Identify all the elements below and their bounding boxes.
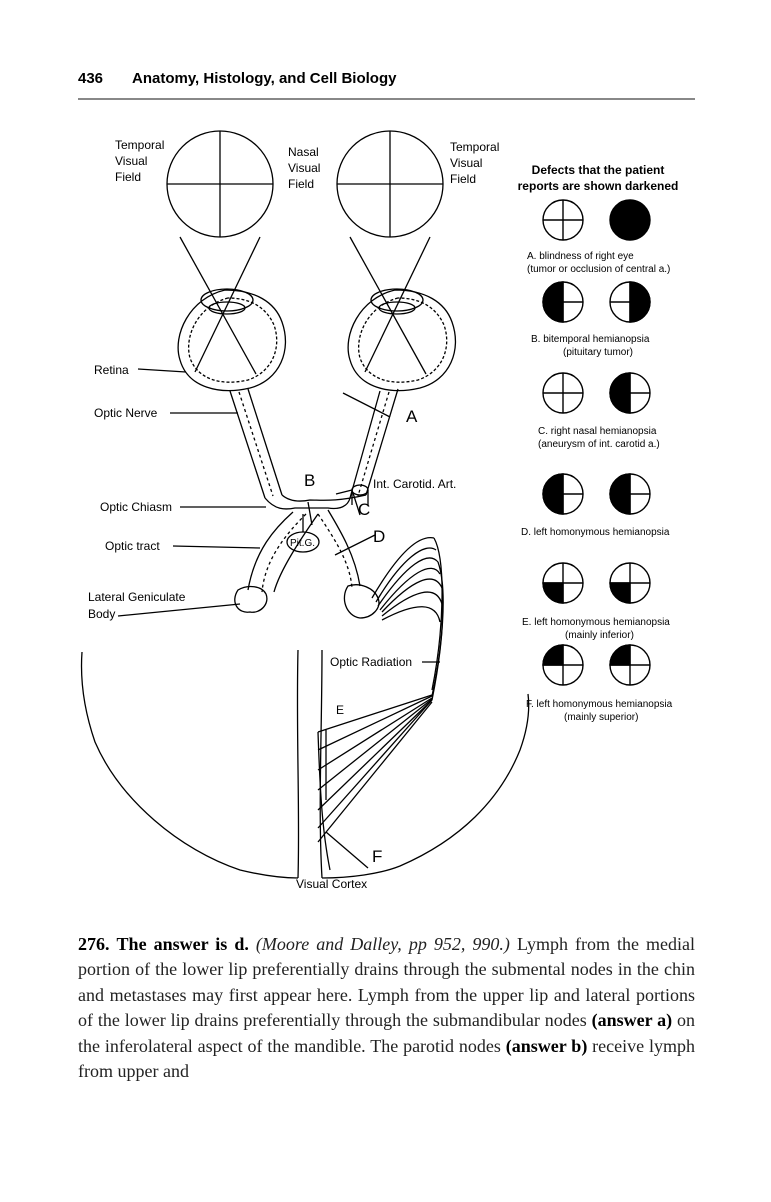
defect-a-right-eye-icon <box>609 199 651 241</box>
answer-text-1: Lymph from the medial portion of the low… <box>78 934 696 1031</box>
right-visual-field-circle <box>336 130 444 238</box>
label-nasal-field-2: Visual <box>288 161 320 175</box>
letter-a: A <box>406 407 418 426</box>
answer-b-ref: (answer b) <box>505 1035 588 1056</box>
defect-b-right-eye-icon <box>609 281 651 323</box>
defect-c-caption-1: C. right nasal hemianopsia <box>538 426 657 437</box>
defect-a-caption-1: A. blindness of right eye <box>527 251 634 262</box>
label-lgb-2: Body <box>88 607 115 621</box>
defect-c-caption-2: (aneurysm of int. carotid a.) <box>538 439 660 450</box>
defect-f-right-eye-icon <box>609 644 651 686</box>
defect-e-caption-1: E. left homonymous hemianopsia <box>522 617 670 628</box>
defect-f-left-eye-icon <box>542 644 584 686</box>
occipital-lobes-outline <box>80 649 530 879</box>
defect-b-caption-2: (pituitary tumor) <box>563 347 633 358</box>
letter-c: C <box>358 500 370 519</box>
label-optic-radiation: Optic Radiation <box>330 655 412 669</box>
label-retina: Retina <box>94 363 129 377</box>
letter-e: E <box>336 703 344 717</box>
defect-d-right-eye-icon <box>609 473 651 515</box>
answer-text-3: receive lymph from upper and <box>78 1035 695 1082</box>
left-lateral-geniculate-body <box>234 585 268 613</box>
defect-b-caption-1: B. bitemporal hemianopsia <box>531 334 650 345</box>
defects-title-2: reports are shown darkened <box>518 179 679 193</box>
defect-a-caption-2: (tumor or occlusion of central a.) <box>527 264 670 275</box>
pituitary-gland <box>286 514 320 553</box>
label-temporal-field-left-1: Temporal <box>115 138 164 152</box>
defect-c-right-eye-icon <box>609 372 651 414</box>
defect-b-left-eye-icon <box>542 281 584 323</box>
label-optic-tract: Optic tract <box>105 539 160 553</box>
header-rule <box>78 98 695 100</box>
label-nasal-field-1: Nasal <box>288 145 319 159</box>
letter-b: B <box>304 471 315 490</box>
book-title: Anatomy, Histology, and Cell Biology <box>132 70 397 87</box>
letter-f: F <box>372 847 382 866</box>
answer-a-ref: (answer a) <box>591 1010 673 1031</box>
left-eyeball <box>177 288 287 392</box>
optic-radiation <box>317 537 444 871</box>
label-lgb-1: Lateral Geniculate <box>88 590 186 604</box>
answer-reference: (Moore and Dalley, pp 952, 990.) <box>255 934 510 954</box>
label-nasal-field-3: Field <box>288 177 314 191</box>
defect-f-caption-1: F. left homonymous hemianopsia <box>526 699 673 710</box>
label-pit-g: Pit.G. <box>290 538 315 549</box>
left-visual-field-circle <box>166 130 274 238</box>
defect-f-caption-2: (mainly superior) <box>564 712 638 723</box>
answer-lead: The answer is d. <box>116 934 249 954</box>
running-head: 436 Anatomy, Histology, and Cell Biology <box>78 70 695 87</box>
answer-paragraph: 276. The answer is d. (Moore and Dalley,… <box>78 932 695 1084</box>
page-number: 436 <box>78 70 104 87</box>
defects-title-1: Defects that the patient <box>532 163 665 177</box>
defect-a-left-eye-icon <box>542 199 584 241</box>
defect-c-left-eye-icon <box>542 372 584 414</box>
label-temporal-field-right-2: Visual <box>450 156 482 170</box>
defect-d-caption-1: D. left homonymous hemianopsia <box>521 527 670 538</box>
right-lateral-geniculate-body <box>343 584 380 619</box>
answer-text-2: on the inferolateral aspect of the mandi… <box>78 1010 695 1056</box>
letter-d: D <box>373 527 385 546</box>
label-optic-nerve: Optic Nerve <box>94 406 158 420</box>
label-temporal-field-left-2: Visual <box>115 154 147 168</box>
label-visual-cortex: Visual Cortex <box>296 877 367 891</box>
right-eyeball <box>347 288 457 392</box>
label-temporal-field-right-1: Temporal <box>450 140 499 154</box>
label-temporal-field-right-3: Field <box>450 172 476 186</box>
label-optic-chiasm: Optic Chiasm <box>100 500 172 514</box>
label-temporal-field-left-3: Field <box>115 170 141 184</box>
defect-e-right-eye-icon <box>609 562 651 604</box>
label-int-carotid: Int. Carotid. Art. <box>373 477 456 491</box>
defect-e-left-eye-icon <box>542 562 584 604</box>
question-number: 276. <box>78 934 110 954</box>
defect-d-left-eye-icon <box>542 473 584 515</box>
visual-pathway-figure: Temporal Visual Field Nasal Visual Field… <box>80 130 679 891</box>
defect-e-caption-2: (mainly inferior) <box>565 630 634 641</box>
